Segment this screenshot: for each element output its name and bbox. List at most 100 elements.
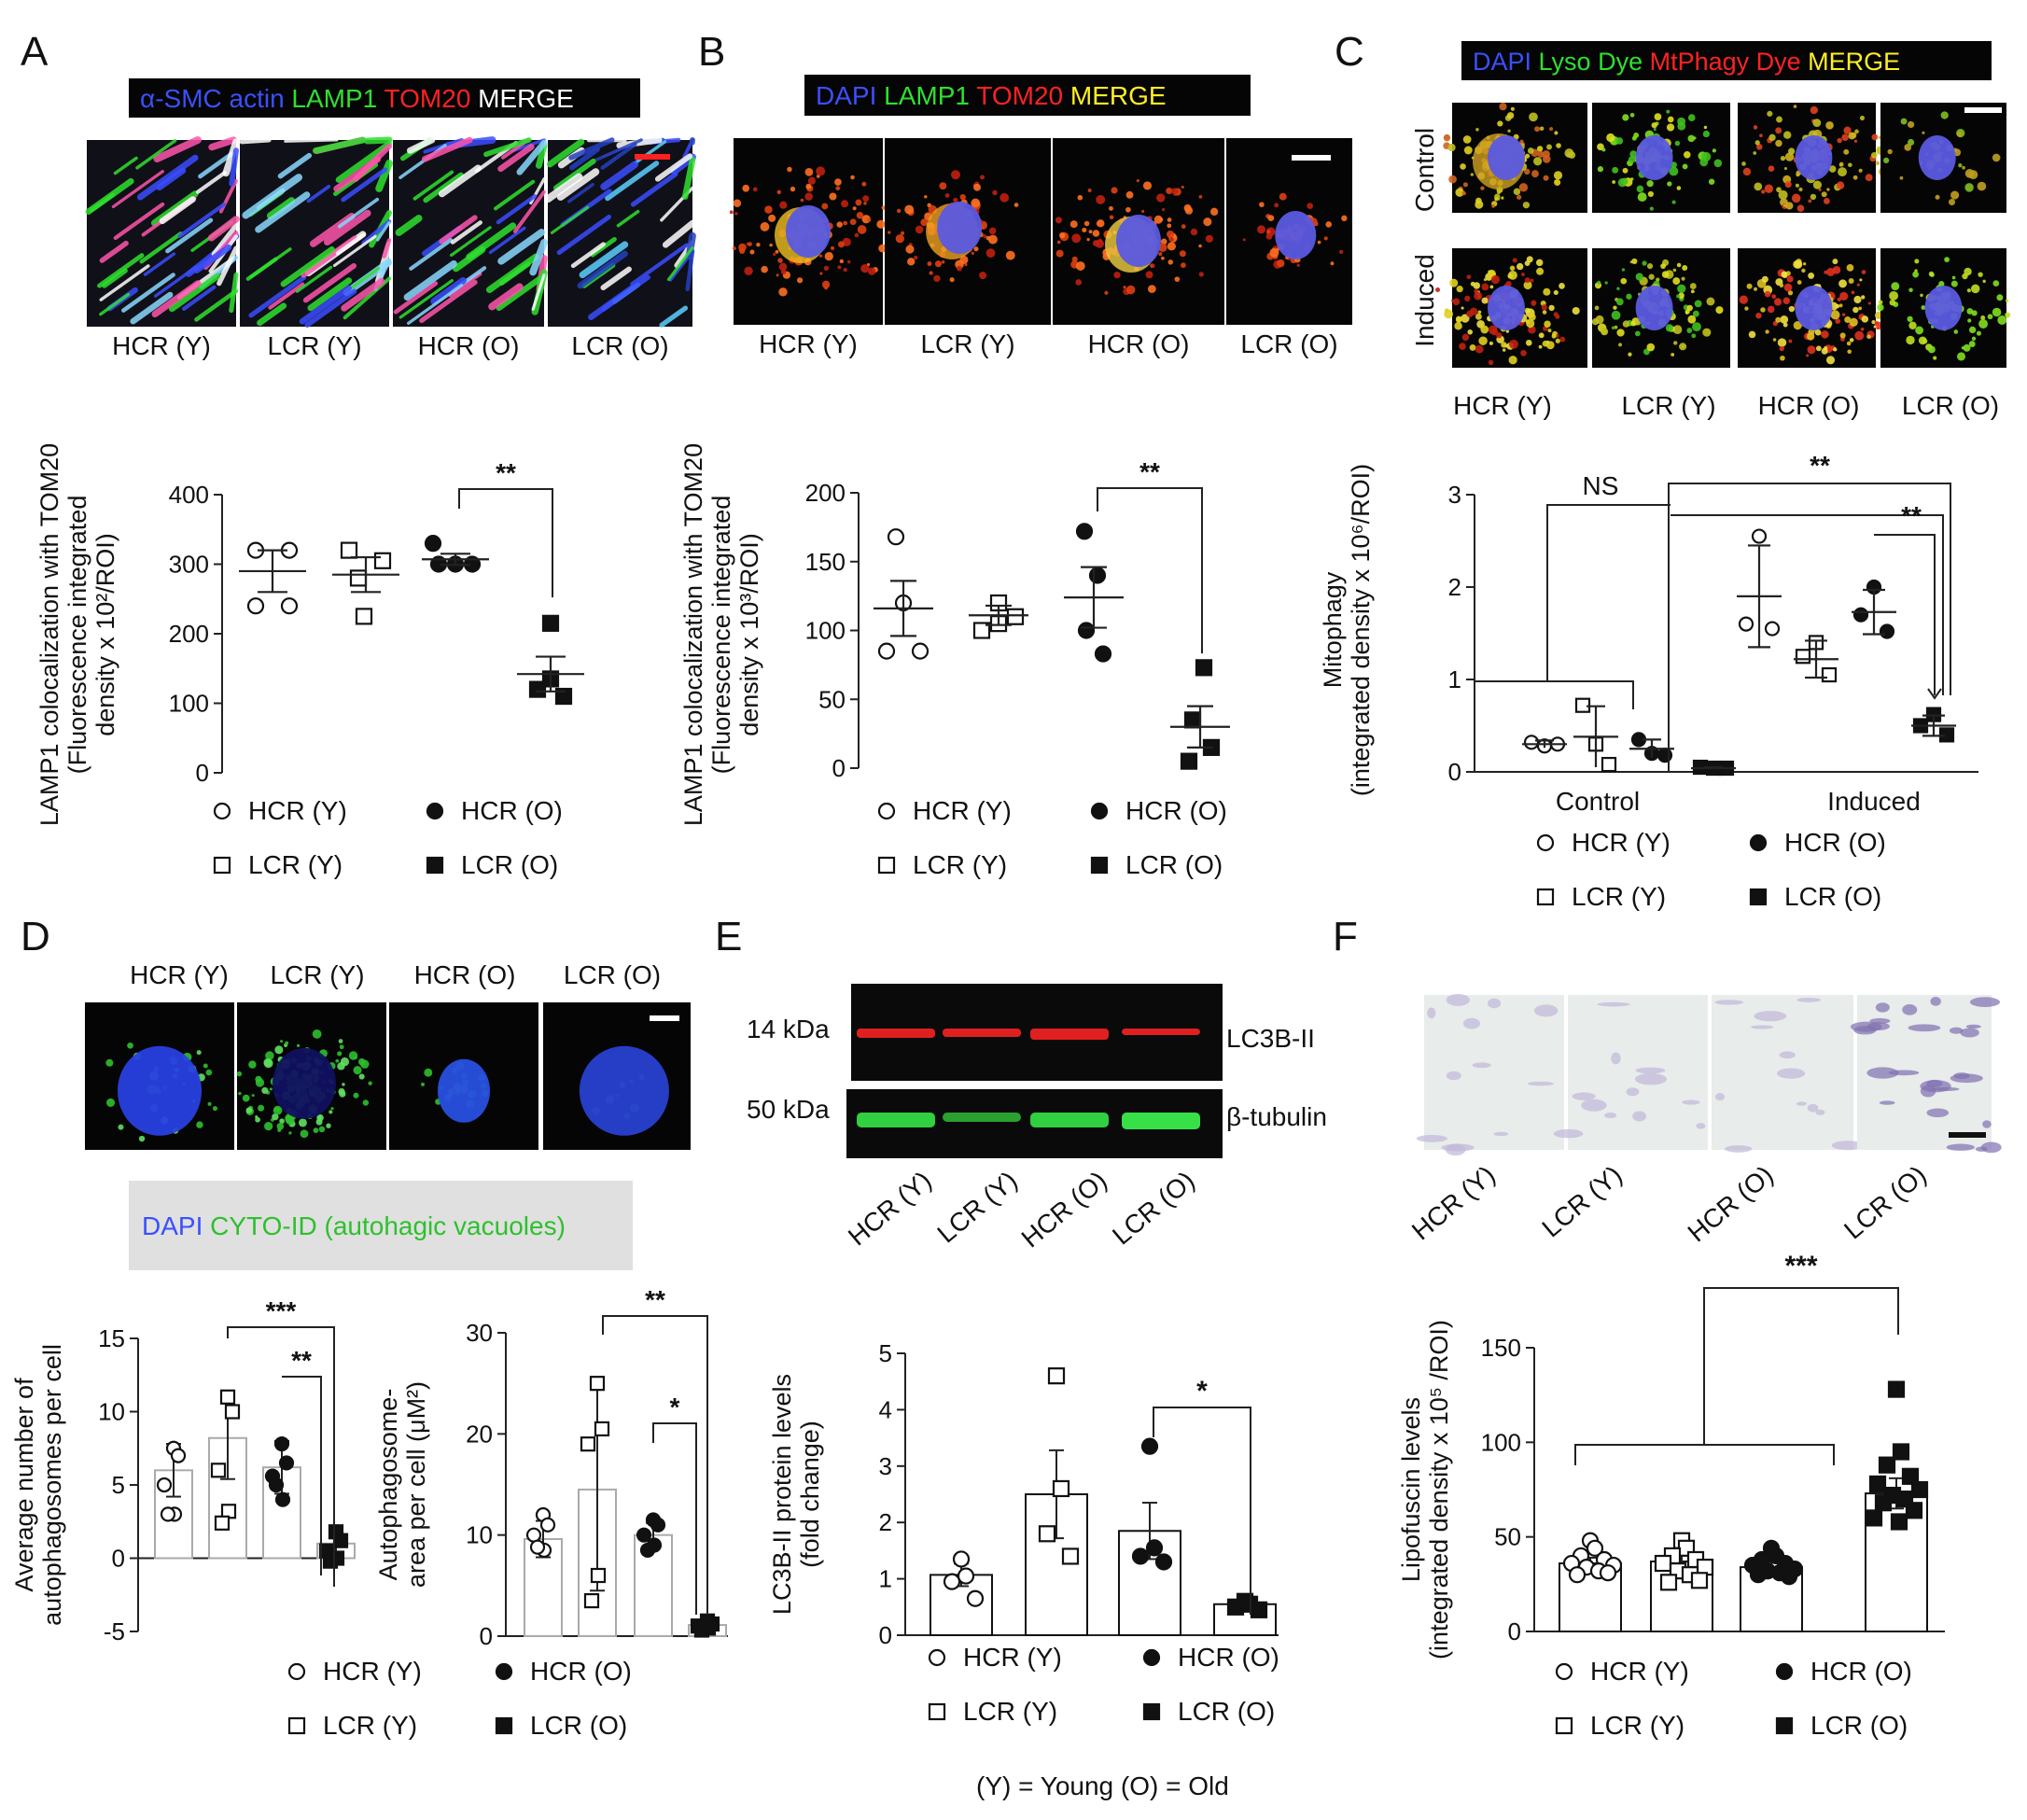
vesicle: [1457, 286, 1463, 292]
vesicle: [1475, 314, 1482, 320]
panel-e-y-axis-tick-label: 5: [879, 1339, 892, 1367]
panel-c-micrograph: [1880, 103, 2006, 213]
vesicle: [1753, 151, 1756, 155]
vesicle: [1654, 128, 1657, 131]
panel-c-data-point: [1525, 735, 1538, 749]
vesicle: [1267, 215, 1274, 221]
lc3b-band: [943, 1029, 1021, 1037]
panel-d-left-data-point: [221, 1391, 234, 1404]
panel-c-micrograph: [1435, 248, 1587, 368]
vesicle: [1324, 236, 1328, 240]
panel-a-data-point: [248, 598, 263, 613]
vesicle: [1801, 269, 1805, 273]
nucleus: [1488, 286, 1525, 330]
vesicle: [1057, 241, 1061, 245]
lipofuscin-stain: [1796, 998, 1821, 1002]
vesicle: [1191, 229, 1197, 235]
vesicle: [1549, 127, 1553, 131]
panel-a-y-axis-tick-label: 300: [169, 551, 209, 579]
vesicle: [1972, 337, 1976, 341]
brightfield-image: [1424, 995, 1564, 1150]
vesicle: [197, 1050, 202, 1055]
vesicle: [1556, 143, 1561, 148]
panel-b-data-point: [1096, 647, 1111, 662]
lipofuscin-stain: [1754, 1011, 1786, 1021]
vesicle: [1778, 338, 1786, 346]
vesicle: [1078, 195, 1083, 201]
nucleus: [786, 205, 831, 258]
vesicle: [1616, 329, 1624, 336]
vesicle: [1876, 161, 1880, 166]
vesicle: [105, 1059, 113, 1067]
vesicle: [349, 1051, 357, 1059]
panel-c-data-point: [1880, 625, 1894, 638]
panel-d-left-data-point: [226, 1406, 239, 1419]
vesicle: [1847, 342, 1852, 346]
vesicle: [1181, 224, 1186, 229]
lc3b-band: [1122, 1029, 1200, 1035]
lipofuscin-stain: [1427, 1008, 1435, 1019]
vesicle: [337, 1062, 344, 1070]
panel-c-y-axis-tick-label: 3: [1448, 481, 1461, 509]
vesicle: [1199, 195, 1203, 199]
vesicle: [1806, 354, 1809, 357]
vesicle: [1688, 114, 1696, 121]
panel-letter-c: C: [1335, 29, 1364, 75]
vesicle: [1266, 230, 1270, 233]
vesicle: [1977, 331, 1981, 336]
panel-f-image-label: HCR (Y): [1406, 1160, 1501, 1246]
vesicle: [1673, 269, 1677, 273]
panel-c-small-label: **: [1901, 501, 1922, 530]
lipofuscin-stain: [1876, 1002, 1890, 1012]
vesicle: [1813, 181, 1822, 189]
vesicle: [973, 184, 981, 191]
lipofuscin-stain: [1880, 1100, 1895, 1104]
vesicle: [804, 192, 813, 201]
vesicle: [1783, 323, 1788, 328]
vesicle: [1086, 238, 1089, 241]
vesicle: [867, 263, 870, 266]
vesicle: [1533, 157, 1542, 165]
tissue-fiber: [242, 140, 269, 142]
vesicle: [1810, 194, 1816, 200]
vesicle: [1954, 329, 1959, 334]
vesicle: [1950, 191, 1959, 200]
lipofuscin-stain: [1635, 1068, 1665, 1074]
vesicle: [1789, 306, 1795, 312]
vesicle: [1919, 336, 1927, 344]
panel-a-legend: HCR (Y)HCR (O)LCR (Y)LCR (O): [248, 796, 563, 879]
vesicle: [1900, 176, 1904, 180]
lipofuscin-stain: [1447, 994, 1470, 1006]
vesicle: [1967, 318, 1971, 322]
vesicle: [1949, 199, 1955, 205]
tubulin-band: [1122, 1113, 1200, 1129]
vesicle: [924, 195, 927, 198]
axis-title-line: (fold change): [796, 1421, 824, 1568]
vesicle: [1992, 308, 2002, 317]
legend-marker: [1092, 858, 1107, 873]
vesicle: [237, 1071, 242, 1076]
panel-c-micrograph: [1738, 248, 1882, 368]
vesicle: [280, 1040, 283, 1043]
scale-bar: [1292, 155, 1331, 161]
panel-a-micrograph: [548, 140, 692, 327]
vesicle: [816, 166, 825, 175]
panel-f-data-point: [1876, 1495, 1891, 1510]
panel-c-image-label: LCR (Y): [1621, 391, 1715, 420]
stain-label: CYTO-ID (autohagic vacuoles): [203, 1211, 566, 1240]
vesicle: [1525, 277, 1531, 283]
vesicle: [299, 1118, 307, 1127]
vesicle: [836, 221, 842, 227]
vesicle: [1706, 298, 1714, 306]
vesicle: [1141, 210, 1144, 213]
vesicle: [243, 1095, 250, 1102]
vesicle: [907, 258, 915, 265]
vesicle: [1059, 232, 1065, 238]
vesicle: [285, 1042, 288, 1045]
vesicle: [1755, 313, 1761, 318]
vesicle: [1198, 245, 1202, 248]
lipofuscin-stain: [1447, 1071, 1461, 1081]
lipofuscin-stain: [1960, 1028, 1979, 1037]
vesicle: [1554, 171, 1562, 179]
